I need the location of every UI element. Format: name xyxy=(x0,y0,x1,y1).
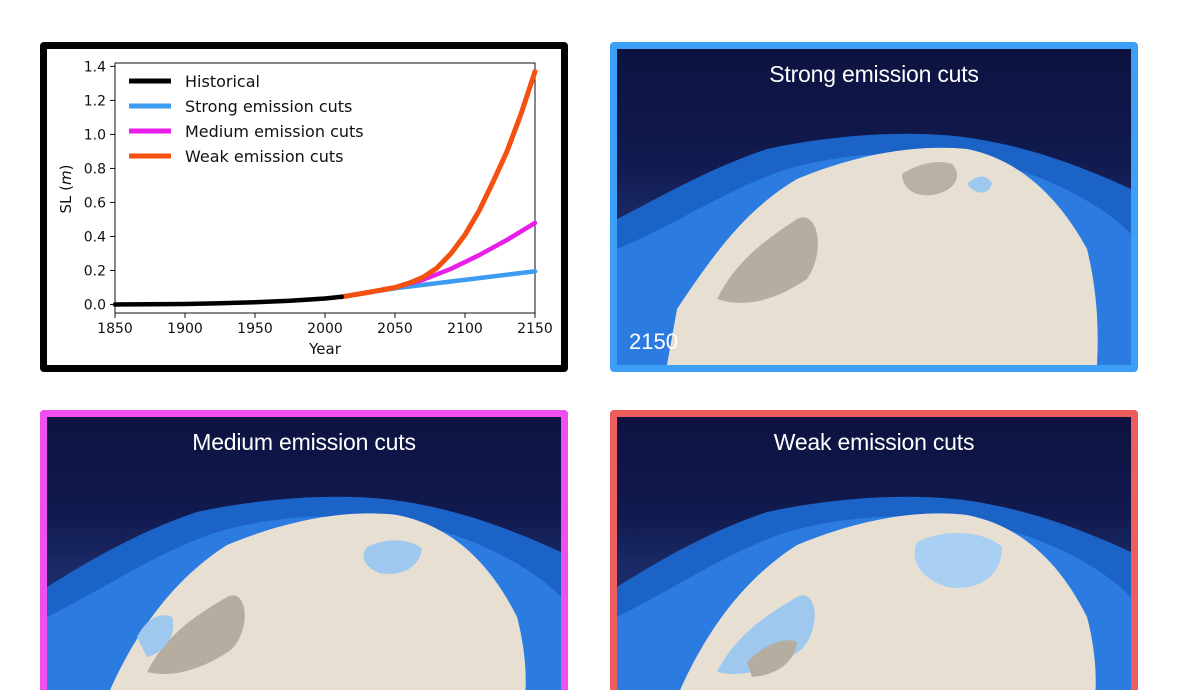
x-tick-label: 2050 xyxy=(377,321,413,337)
y-tick-label: 0.4 xyxy=(84,229,106,245)
series-line-weak-emission-cuts xyxy=(339,69,538,300)
y-tick-label: 1.0 xyxy=(84,127,106,143)
weak-panel-title: Weak emission cuts xyxy=(773,429,975,455)
x-tick-label: 2150 xyxy=(517,321,553,337)
y-tick-label: 0.8 xyxy=(84,161,106,177)
series-line-medium-emission-cuts xyxy=(339,220,538,300)
antarctica-render-medium: Medium emission cuts xyxy=(47,417,561,690)
sea-level-chart-panel: 0.0 0.2 0.4 0.6 0.8 1.0 1.2 1.4 1850 1900 1950 200… xyxy=(40,42,568,372)
year-label: 2150 xyxy=(629,329,678,354)
sea-level-chart: 0.0 0.2 0.4 0.6 0.8 1.0 1.2 1.4 1850 1900 1950 200… xyxy=(57,59,553,358)
y-axis-label: SL (m) xyxy=(57,165,75,214)
y-tick-label: 0.6 xyxy=(84,195,106,211)
medium-panel-title: Medium emission cuts xyxy=(192,429,416,455)
series-line-historical xyxy=(112,294,345,307)
y-tick-label: 0.0 xyxy=(84,297,106,313)
x-tick-label: 2100 xyxy=(447,321,483,337)
medium-emission-panel: Medium emission cuts xyxy=(40,410,568,690)
legend-label: Medium emission cuts xyxy=(185,122,364,141)
x-tick-label: 1950 xyxy=(237,321,273,337)
y-tick-label: 1.4 xyxy=(84,59,106,75)
strong-panel-title: Strong emission cuts xyxy=(769,61,979,87)
y-tick-label: 1.2 xyxy=(84,93,106,109)
legend-label: Historical xyxy=(185,72,260,91)
legend-label: Weak emission cuts xyxy=(185,147,343,166)
antarctica-render-weak: Weak emission cuts xyxy=(617,417,1131,690)
strong-emission-panel: Strong emission cuts 2150 xyxy=(610,42,1138,372)
x-axis-label: Year xyxy=(308,340,342,358)
x-tick-label: 1900 xyxy=(167,321,203,337)
antarctica-render-strong: Strong emission cuts 2150 xyxy=(617,49,1131,365)
x-tick-label: 2000 xyxy=(307,321,343,337)
y-tick-label: 0.2 xyxy=(84,263,106,279)
weak-emission-panel: Weak emission cuts xyxy=(610,410,1138,690)
legend-label: Strong emission cuts xyxy=(185,97,352,116)
x-tick-label: 1850 xyxy=(97,321,133,337)
